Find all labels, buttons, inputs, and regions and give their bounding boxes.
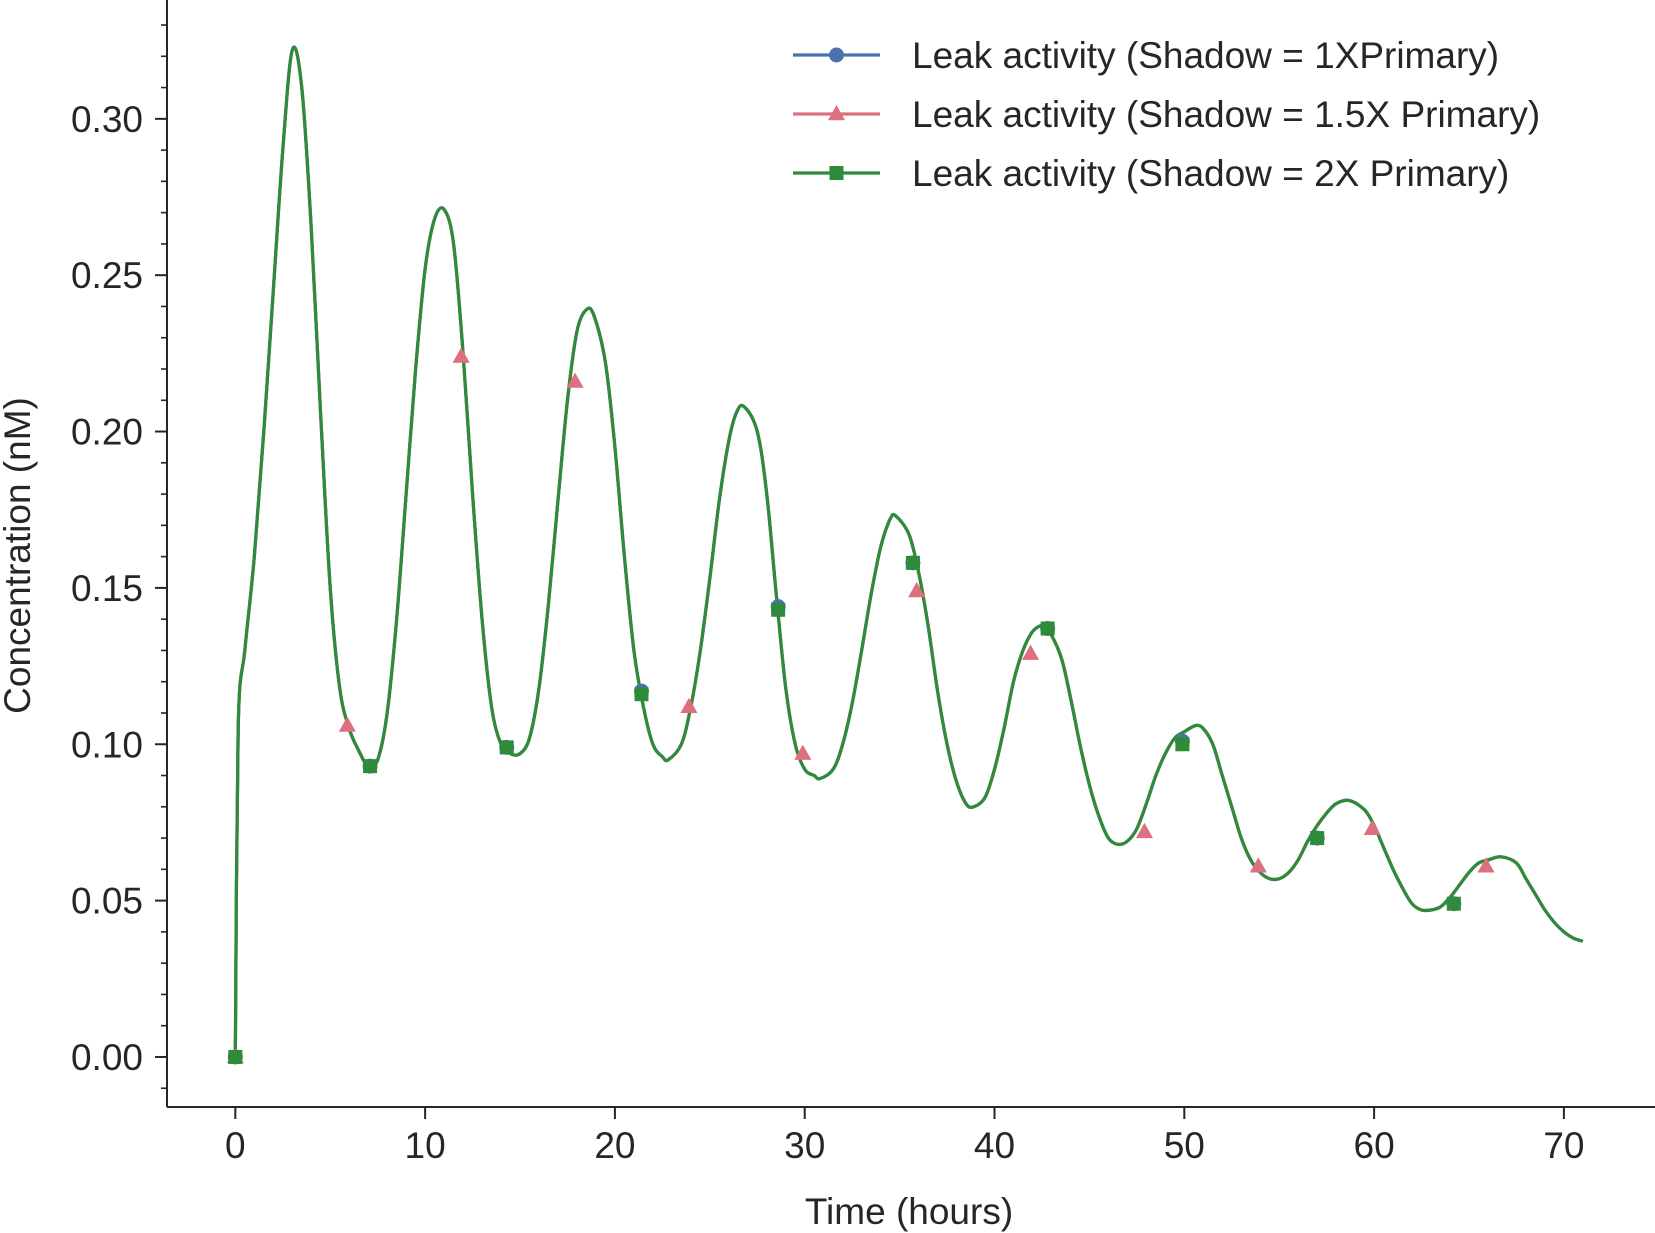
legend-marker-2 — [828, 105, 845, 121]
series-3-point — [905, 555, 920, 570]
x-tick-label: 50 — [1164, 1125, 1205, 1166]
legend-marker-1 — [829, 47, 844, 63]
legend-label-1: Leak activity (Shadow = 1XPrimary) — [912, 35, 1499, 76]
series-line-1 — [233, 45, 1584, 1057]
legend-label-3: Leak activity (Shadow = 2X Primary) — [912, 153, 1509, 194]
series-2-point — [1363, 819, 1381, 835]
series-line-2 — [233, 45, 1584, 1057]
x-tick-label: 30 — [784, 1125, 825, 1166]
series-3-point — [1040, 621, 1055, 636]
y-tick-label: 0.30 — [71, 99, 143, 140]
x-tick-label: 20 — [594, 1125, 635, 1166]
series-2-point — [1477, 857, 1495, 873]
legend-marker-3 — [829, 166, 844, 180]
series-3-point — [363, 759, 378, 774]
series-2-point — [1135, 822, 1153, 839]
series-3-point — [1175, 737, 1190, 752]
series-2-point — [908, 582, 926, 598]
series-3-point — [634, 687, 649, 702]
y-tick-label: 0.20 — [71, 412, 143, 453]
series-2-point — [794, 744, 812, 760]
y-tick-label: 0.10 — [71, 724, 143, 765]
series-3-point — [499, 740, 514, 755]
series-lines — [233, 45, 1584, 1057]
x-axis-title: Time (hours) — [805, 1191, 1013, 1232]
series-2-point — [452, 347, 470, 363]
legend-label-2: Leak activity (Shadow = 1.5X Primary) — [912, 94, 1540, 135]
series-2-point — [566, 372, 584, 388]
series-3-point — [1310, 831, 1325, 846]
legend: Leak activity (Shadow = 1XPrimary) Leak a… — [793, 35, 1540, 194]
y-tick-label: 0.25 — [71, 255, 143, 296]
x-tick-label: 40 — [974, 1125, 1015, 1166]
series-2-point — [680, 697, 698, 713]
y-axis-title: Concentration (nM) — [0, 397, 38, 714]
series-markers — [226, 347, 1495, 1065]
y-tick-label: 0.00 — [71, 1037, 143, 1078]
series-2-point — [1022, 644, 1040, 660]
x-tick-label: 60 — [1354, 1125, 1395, 1166]
y-tick-label: 0.05 — [71, 881, 143, 922]
x-tick-label: 70 — [1543, 1125, 1584, 1166]
y-tick-label: 0.15 — [71, 568, 143, 609]
series-2-point — [1249, 857, 1267, 873]
series-3-point — [1446, 896, 1461, 911]
series-3-point — [228, 1049, 243, 1064]
series-line-3 — [233, 45, 1584, 1057]
x-tick-label: 10 — [405, 1125, 446, 1166]
series-3-point — [771, 602, 786, 617]
series-2-point — [338, 716, 356, 732]
x-tick-label: 0 — [225, 1125, 246, 1166]
